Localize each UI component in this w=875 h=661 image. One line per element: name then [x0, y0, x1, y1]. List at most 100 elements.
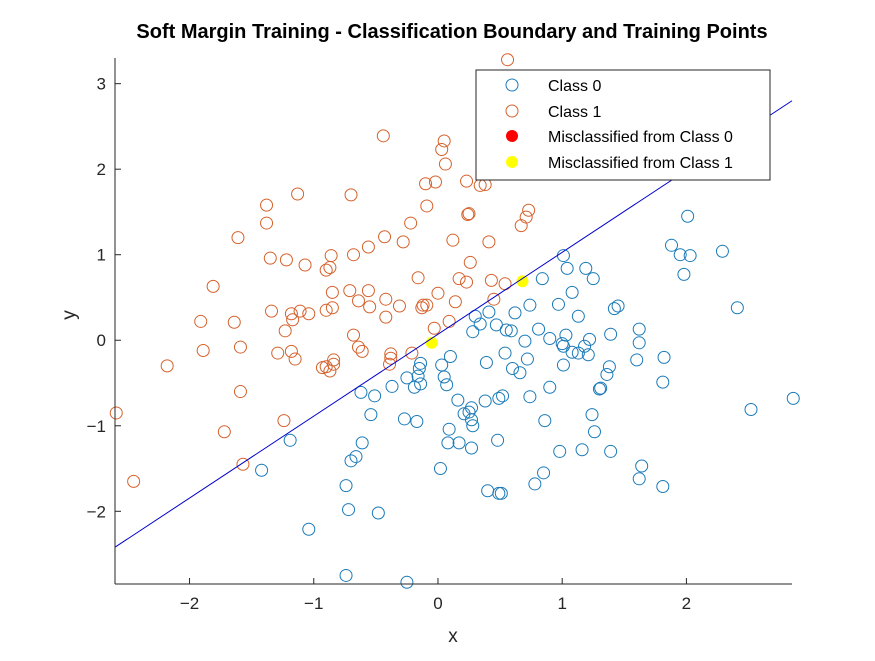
data-point-class0 [385, 379, 399, 393]
x-tick-label: −2 [180, 594, 199, 613]
legend: Class 0 Class 1 Misclassified from Class… [475, 69, 771, 181]
data-point-class1 [361, 240, 375, 254]
data-point-class1 [344, 188, 358, 202]
data-point-class0 [506, 361, 520, 375]
data-point-class0 [283, 433, 297, 447]
data-point-class0 [632, 322, 646, 336]
data-point-class0 [578, 339, 592, 353]
data-point-class1 [351, 340, 365, 354]
data-point-class0 [342, 503, 356, 517]
legend-label-class1: Class 1 [548, 104, 601, 121]
data-point-class0 [656, 479, 670, 493]
data-point-class1 [127, 474, 141, 488]
points-layer [109, 53, 800, 589]
data-point-class1 [487, 292, 501, 306]
data-point-class0 [583, 332, 597, 346]
data-point-class0 [551, 297, 565, 311]
data-point-class1 [279, 253, 293, 267]
data-point-class0 [489, 318, 503, 332]
legend-marker-class0 [505, 78, 519, 92]
data-point-class1 [460, 275, 474, 289]
data-point-class0 [513, 366, 527, 380]
data-point-class1 [428, 175, 442, 189]
data-point-class0 [491, 433, 505, 447]
y-tick-label: 1 [97, 246, 106, 265]
data-point-class1 [363, 300, 377, 314]
data-point-class0 [437, 370, 451, 384]
data-point-class1 [260, 198, 274, 212]
data-point-class0 [555, 337, 569, 351]
data-point-class0 [543, 380, 557, 394]
data-point-class0 [607, 302, 621, 316]
data-point-class0 [560, 261, 574, 275]
data-point-class1 [420, 199, 434, 213]
data-point-class0 [479, 355, 493, 369]
data-point-class1 [484, 273, 498, 287]
data-point-class0 [414, 356, 428, 370]
data-point-class1 [319, 303, 333, 317]
data-point-class0 [611, 299, 625, 313]
data-point-class0 [518, 334, 532, 348]
data-point-class1 [315, 361, 329, 375]
data-point-class1 [419, 177, 433, 191]
x-axis-label: x [448, 626, 458, 647]
data-point-class1 [263, 251, 277, 265]
data-point-class0 [715, 244, 729, 258]
data-point-class0 [520, 352, 534, 366]
data-point-class0 [508, 306, 522, 320]
y-tick-label: −2 [87, 502, 106, 521]
data-point-class0 [565, 345, 579, 359]
data-point-class0 [635, 459, 649, 473]
data-point-class1 [291, 187, 305, 201]
data-point-class0 [556, 358, 570, 372]
data-point-class0 [451, 393, 465, 407]
data-point-class1 [236, 457, 250, 471]
data-point-class1 [378, 230, 392, 244]
data-point-class0 [414, 377, 428, 391]
data-point-class1 [325, 285, 339, 299]
data-point-class0 [604, 444, 618, 458]
data-point-class0 [468, 309, 482, 323]
data-point-class1 [392, 299, 406, 313]
data-point-class1 [482, 235, 496, 249]
data-point-class1 [278, 324, 292, 338]
data-point-class0 [602, 360, 616, 374]
data-point-class0 [656, 375, 670, 389]
data-point-class1 [452, 272, 466, 286]
data-point-class0 [339, 568, 353, 582]
chart-title: Soft Margin Training - Classification Bo… [136, 21, 767, 43]
data-point-class0 [466, 419, 480, 433]
legend-marker-mis1 [506, 156, 518, 168]
data-point-class1 [435, 143, 449, 157]
x-tick-label: 0 [433, 594, 442, 613]
y-tick-label: −1 [87, 417, 106, 436]
y-tick-label: 2 [97, 160, 106, 179]
data-point-class0 [478, 394, 492, 408]
data-point-class0 [523, 390, 537, 404]
data-point-class1 [196, 344, 210, 358]
data-point-class1 [109, 406, 123, 420]
data-point-class1 [461, 208, 475, 222]
data-point-class0 [553, 444, 567, 458]
data-point-class1 [427, 321, 441, 335]
data-point-class0 [543, 332, 557, 346]
data-point-class1 [438, 157, 452, 171]
data-point-class0 [302, 522, 316, 536]
data-point-class1 [416, 298, 430, 312]
data-point-class1 [384, 347, 398, 361]
data-point-class1 [437, 134, 451, 148]
data-point-class0 [397, 412, 411, 426]
data-point-class0 [339, 479, 353, 493]
data-point-class1 [327, 353, 341, 367]
data-point-class1 [404, 216, 418, 230]
y-tick-label: 0 [97, 331, 106, 350]
data-point-class0 [571, 309, 585, 323]
data-point-class1 [284, 344, 298, 358]
data-point-class0 [786, 391, 800, 405]
data-point-class1 [379, 292, 393, 306]
data-point-class1 [293, 304, 307, 318]
data-point-class1 [323, 261, 337, 275]
data-point-class0 [492, 391, 506, 405]
data-point-class1 [206, 279, 220, 293]
data-point-class0 [407, 380, 421, 394]
